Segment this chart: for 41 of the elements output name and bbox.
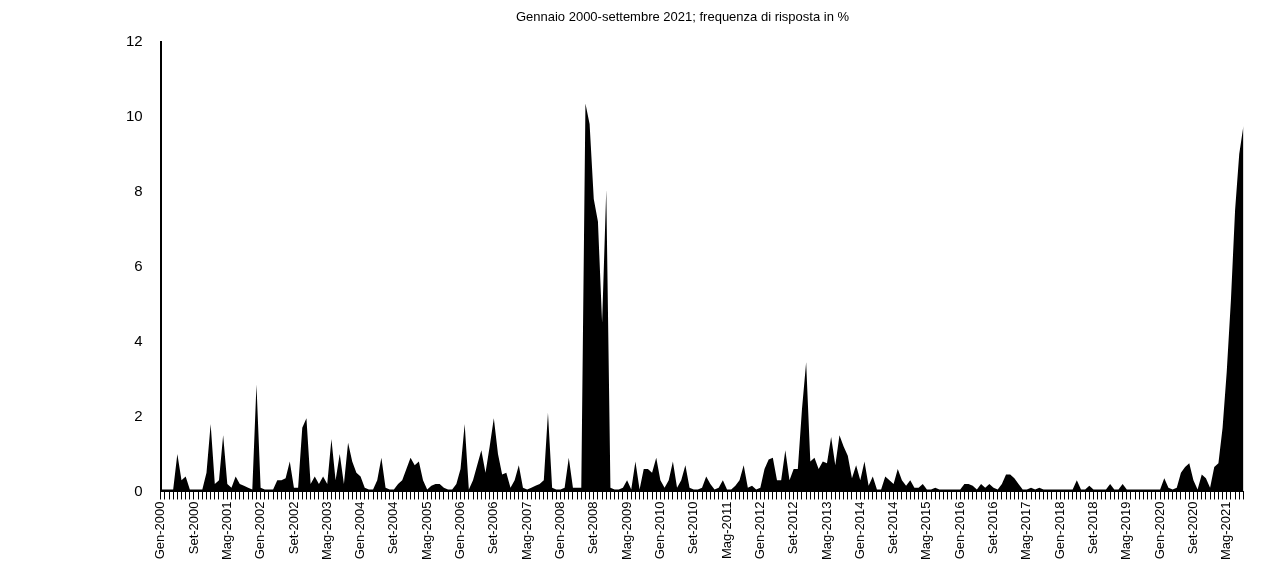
x-tick-label: Mag-2003 bbox=[318, 501, 334, 561]
x-tick-label: Gen-2008 bbox=[552, 501, 568, 560]
x-tick-label: Gen-2002 bbox=[252, 501, 268, 560]
x-tick-label: Gen-2000 bbox=[152, 501, 168, 560]
y-tick-label: 2 bbox=[134, 406, 143, 424]
y-tick-label: 12 bbox=[126, 31, 143, 49]
x-tick-label: Set-2002 bbox=[285, 501, 301, 555]
x-tick-label: Set-2008 bbox=[585, 501, 601, 555]
x-tick-label: Set-2012 bbox=[785, 501, 801, 555]
x-tick-label: Mag-2015 bbox=[918, 501, 934, 561]
x-tick-label: Mag-2005 bbox=[418, 501, 434, 561]
y-tick-label: 10 bbox=[126, 106, 143, 124]
x-tick-label: Gen-2012 bbox=[751, 501, 767, 560]
x-tick-label: Set-2020 bbox=[1185, 501, 1201, 555]
x-tick-label: Gen-2020 bbox=[1151, 501, 1167, 560]
x-tick-label: Mag-2017 bbox=[1018, 501, 1034, 561]
x-tick-label: Gen-2004 bbox=[352, 501, 368, 560]
x-tick-label: Mag-2007 bbox=[518, 501, 534, 561]
x-tick-label: Gen-2018 bbox=[1051, 501, 1067, 560]
y-tick-label: 6 bbox=[134, 256, 143, 274]
x-tick-label: Mag-2001 bbox=[218, 501, 234, 561]
x-tick-label: Gen-2006 bbox=[452, 501, 468, 560]
x-tick-label: Set-2004 bbox=[385, 501, 401, 555]
chart-title: Gennaio 2000-settembre 2021; frequenza di risposta in % bbox=[515, 9, 850, 25]
y-tick-label: 8 bbox=[134, 181, 143, 199]
x-tick-label: Mag-2013 bbox=[818, 501, 834, 561]
x-tick-label: Mag-2019 bbox=[1118, 501, 1134, 561]
x-tick-label: Set-2010 bbox=[685, 501, 701, 555]
x-tick-label: Set-2018 bbox=[1085, 501, 1101, 555]
x-tick-label: Gen-2010 bbox=[651, 501, 667, 560]
x-tick-label: Set-2014 bbox=[885, 501, 901, 555]
y-tick-label: 4 bbox=[134, 331, 143, 349]
x-tick-label: Set-2000 bbox=[185, 501, 201, 555]
y-tick-label: 0 bbox=[134, 481, 143, 499]
x-tick-label: Mag-2011 bbox=[718, 501, 734, 560]
x-tick-label: Set-2006 bbox=[485, 501, 501, 555]
x-tick-label: Gen-2016 bbox=[951, 501, 967, 560]
x-tick-label: Gen-2014 bbox=[851, 501, 867, 560]
x-tick-label: Set-2016 bbox=[985, 501, 1001, 555]
x-tick-label: Mag-2021 bbox=[1218, 501, 1234, 561]
x-tick-label: Mag-2009 bbox=[618, 501, 634, 561]
